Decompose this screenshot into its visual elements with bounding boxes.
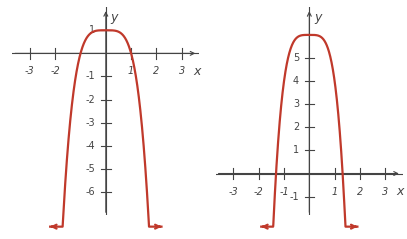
Text: 2: 2 <box>293 122 299 132</box>
Text: -1: -1 <box>279 186 289 196</box>
Text: -3: -3 <box>86 118 96 128</box>
Text: x: x <box>193 65 201 78</box>
Text: -4: -4 <box>86 141 96 151</box>
Text: 5: 5 <box>293 53 299 63</box>
Text: -3: -3 <box>25 66 35 76</box>
Text: 2: 2 <box>153 66 160 76</box>
Text: 3: 3 <box>293 99 299 109</box>
Text: -5: -5 <box>86 164 96 174</box>
Text: 2: 2 <box>357 186 363 196</box>
Text: 3: 3 <box>179 66 185 76</box>
Text: 1: 1 <box>90 25 96 35</box>
Text: 1: 1 <box>293 145 299 155</box>
Text: -2: -2 <box>254 186 264 196</box>
Text: 1: 1 <box>331 186 338 196</box>
Text: -3: -3 <box>229 186 238 196</box>
Text: -1: -1 <box>86 71 96 81</box>
Text: 4: 4 <box>293 76 299 86</box>
Text: -2: -2 <box>50 66 60 76</box>
Text: x: x <box>397 185 404 198</box>
Text: -1: -1 <box>289 192 299 202</box>
Text: 3: 3 <box>382 186 388 196</box>
Text: 1: 1 <box>128 66 134 76</box>
Text: -6: -6 <box>86 187 96 197</box>
Text: -2: -2 <box>86 95 96 105</box>
Text: y: y <box>110 11 118 24</box>
Text: y: y <box>314 11 322 24</box>
